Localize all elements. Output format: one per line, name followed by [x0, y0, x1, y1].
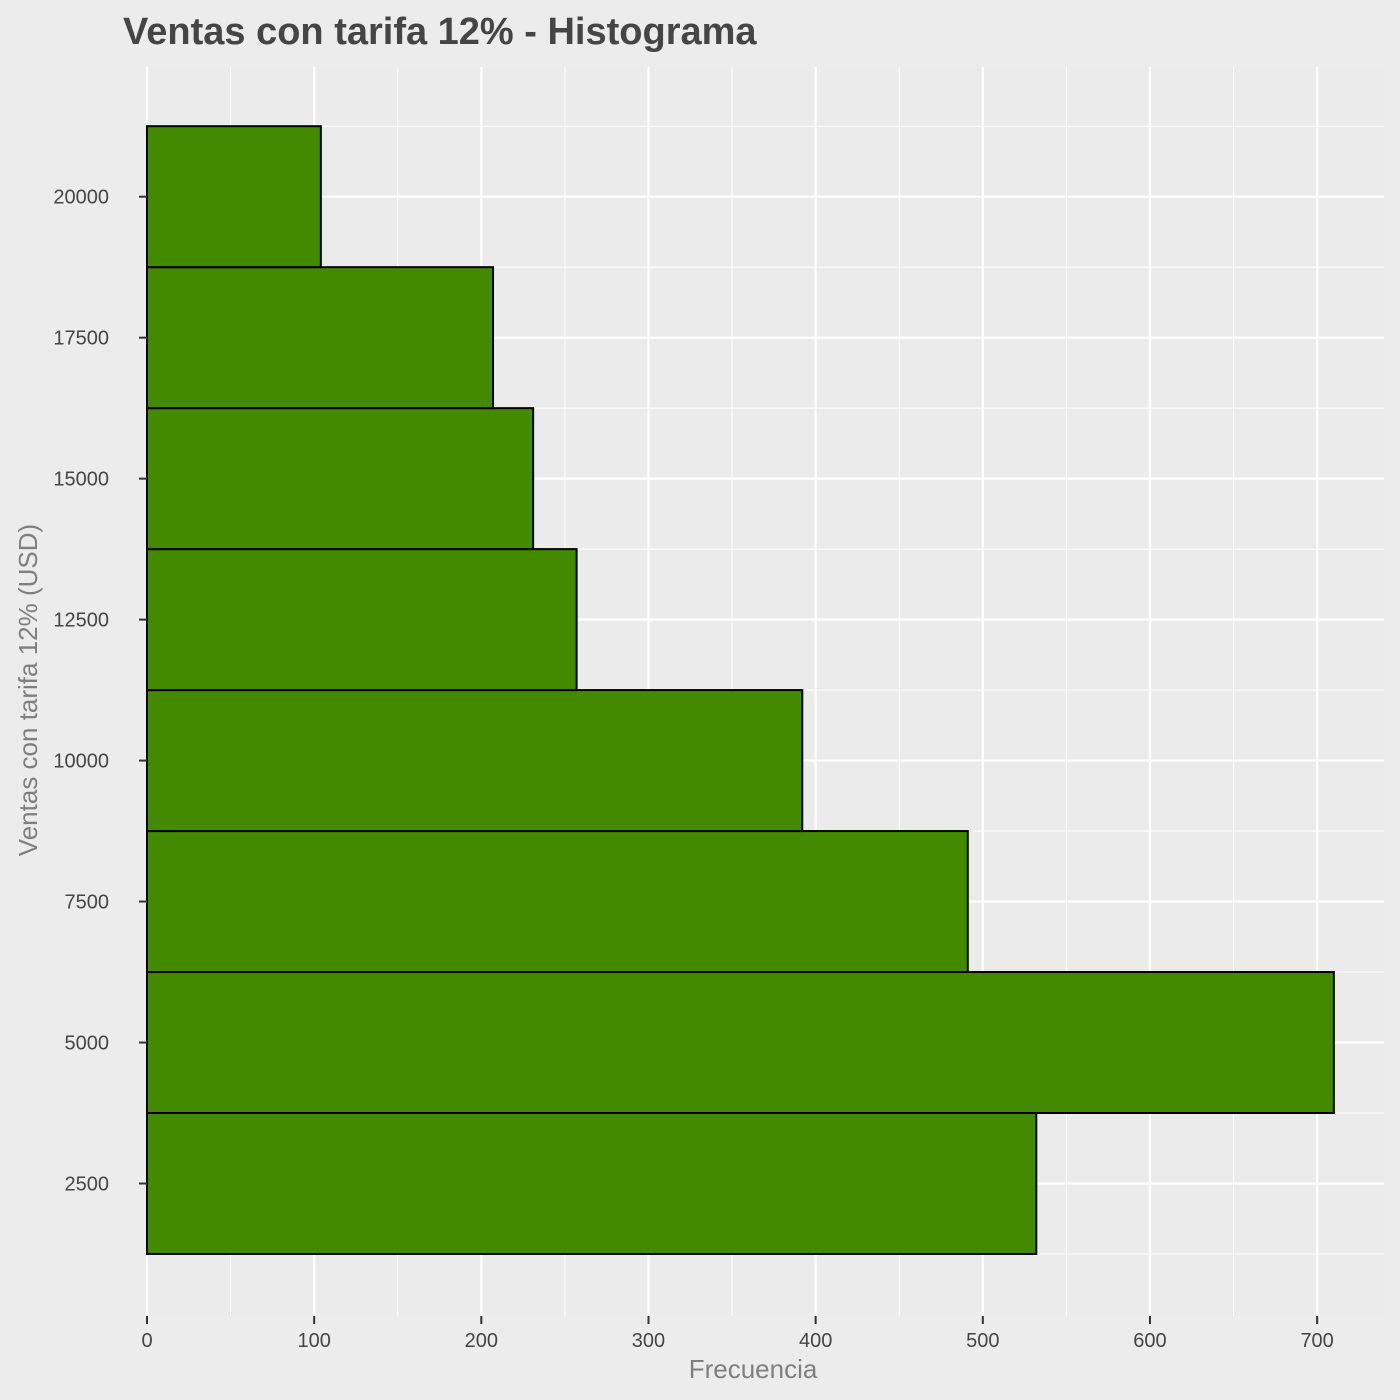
x-tick-label: 100 — [297, 1330, 330, 1352]
x-tick-label: 600 — [1133, 1330, 1166, 1352]
y-tick-label: 10000 — [53, 751, 109, 773]
x-tick-label: 0 — [141, 1330, 152, 1352]
y-tick-label: 2500 — [65, 1173, 110, 1195]
histogram-bars — [146, 125, 1335, 1255]
y-tick-label: 20000 — [53, 187, 109, 209]
y-axis: 2500 5000 7500 10000 12500 15000 17500 20000 — [53, 187, 147, 1195]
histogram-bar — [146, 1112, 1038, 1255]
x-tick-label: 400 — [799, 1330, 832, 1352]
y-tick-label: 7500 — [65, 892, 110, 914]
x-tick-label: 500 — [966, 1330, 999, 1352]
y-tick-label: 12500 — [53, 610, 109, 632]
y-axis-title: Ventas con tarifa 12% (USD) — [13, 524, 43, 856]
x-axis: 0 100 200 300 400 500 600 700 — [141, 1316, 1334, 1352]
x-tick-label: 200 — [465, 1330, 498, 1352]
histogram-bar — [146, 266, 495, 410]
y-tick-label: 15000 — [53, 469, 109, 491]
x-axis-title: Frecuencia — [689, 1354, 818, 1384]
y-tick-label: 5000 — [65, 1033, 110, 1055]
histogram-bar — [146, 548, 578, 692]
histogram-bar — [146, 125, 322, 269]
x-tick-label: 700 — [1300, 1330, 1333, 1352]
histogram-bar — [146, 830, 969, 974]
y-tick-label: 17500 — [53, 328, 109, 350]
histogram-bar — [146, 407, 535, 551]
histogram-bar — [146, 689, 804, 833]
x-tick-label: 300 — [632, 1330, 665, 1352]
chart-title: Ventas con tarifa 12% - Histograma — [123, 11, 757, 53]
histogram-bar — [146, 971, 1335, 1115]
